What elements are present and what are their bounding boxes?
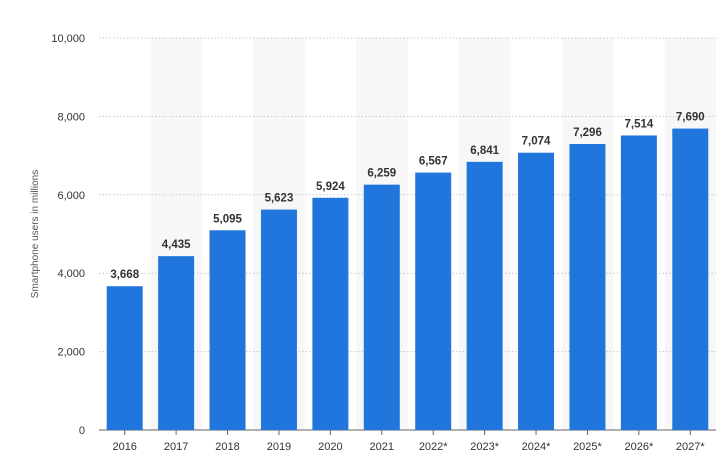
data-label: 6,259 [367, 168, 396, 180]
y-tick-label: 2,000 [57, 347, 85, 359]
bar [518, 152, 555, 430]
x-tick-label: 2018 [215, 441, 239, 453]
bar [620, 135, 657, 430]
y-axis-tick-labels: 0 2,000 4,000 6,000 8,000 10,000 [51, 33, 85, 437]
bar [260, 209, 297, 430]
x-tick-label: 2019 [267, 441, 291, 453]
x-tick-label: 2020 [318, 441, 342, 453]
bar [363, 184, 400, 430]
y-tick-label: 8,000 [57, 111, 85, 123]
gridlines [99, 37, 716, 431]
data-label: 3,668 [110, 269, 139, 281]
x-tick-label: 2021 [370, 441, 394, 453]
x-tick-label: 2017 [164, 441, 188, 453]
data-label: 5,924 [316, 181, 345, 193]
bar [569, 143, 606, 430]
x-tick-label: 2016 [112, 441, 136, 453]
data-label: 7,514 [624, 118, 653, 130]
bar [209, 230, 246, 430]
y-tick-label: 4,000 [57, 268, 85, 280]
y-tick-label: 0 [79, 425, 85, 437]
bar [466, 161, 503, 430]
bar [312, 197, 349, 430]
bar [415, 172, 452, 430]
data-label: 7,074 [522, 136, 551, 148]
data-label: 4,435 [162, 239, 191, 251]
x-tick-label: 2023* [470, 441, 499, 453]
bar [672, 128, 709, 430]
data-label: 7,690 [676, 112, 705, 124]
data-label: 7,296 [573, 127, 602, 139]
y-tick-label: 6,000 [57, 190, 85, 202]
bar [106, 286, 143, 430]
data-label: 6,567 [419, 156, 448, 168]
x-tick-label: 2027* [676, 441, 705, 453]
y-tick-label: 10,000 [51, 33, 85, 45]
data-labels: 3,668 4,435 5,095 5,623 5,924 6,259 6,567 6,841… [110, 112, 704, 282]
x-tick-label: 2025* [573, 441, 602, 453]
data-label: 5,623 [265, 193, 294, 205]
x-tick-label: 2022* [419, 441, 448, 453]
x-axis-tick-labels: 2016 2017 2018 2019 2020 2021 2022* 2023* 2024* 2… [112, 430, 705, 453]
data-label: 5,095 [213, 213, 242, 225]
x-tick-label: 2024* [522, 441, 551, 453]
y-axis-title: Smartphone users in millions [30, 170, 41, 298]
data-label: 6,841 [470, 145, 499, 157]
bars [106, 128, 709, 430]
bar [158, 256, 195, 430]
x-tick-label: 2026* [624, 441, 653, 453]
